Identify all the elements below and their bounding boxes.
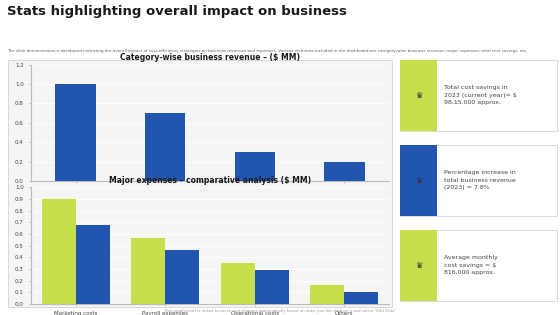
Bar <box>131 238 165 304</box>
Bar <box>145 113 185 181</box>
Bar <box>41 199 76 304</box>
Text: This graph/chart is linked to excel, and changes automatically based on data. Ju: This graph/chart is linked to excel, and… <box>164 309 396 313</box>
Text: Average monthly
cost savings = $
816,000 approx.: Average monthly cost savings = $ 816,000… <box>444 255 497 275</box>
Bar <box>55 84 96 181</box>
Bar <box>344 292 379 304</box>
Text: ♛: ♛ <box>415 176 422 185</box>
Text: Percentage increase in
total business revenue
(2023) = 7.8%: Percentage increase in total business re… <box>444 170 515 190</box>
Text: Total cost savings in
2023 (current year)= $
98,15,000 approx.: Total cost savings in 2023 (current year… <box>444 85 516 105</box>
Title: Category-wise business revenue – ($ MM): Category-wise business revenue – ($ MM) <box>120 54 300 62</box>
Text: ♛: ♛ <box>415 91 422 100</box>
Text: Stats highlighting overall impact on business: Stats highlighting overall impact on bus… <box>7 5 347 18</box>
Bar <box>255 270 289 304</box>
Title: Major expenses – comparative analysis ($ MM): Major expenses – comparative analysis ($… <box>109 176 311 185</box>
Bar <box>76 225 110 304</box>
Text: The slide demonstrates a dashboard indicating the overall impact of cost-efficie: The slide demonstrates a dashboard indic… <box>7 49 528 53</box>
Text: ♛: ♛ <box>415 261 422 270</box>
Bar <box>324 162 365 181</box>
Bar <box>310 285 344 304</box>
Bar <box>235 152 275 181</box>
Bar <box>165 250 199 304</box>
Bar <box>221 263 255 304</box>
